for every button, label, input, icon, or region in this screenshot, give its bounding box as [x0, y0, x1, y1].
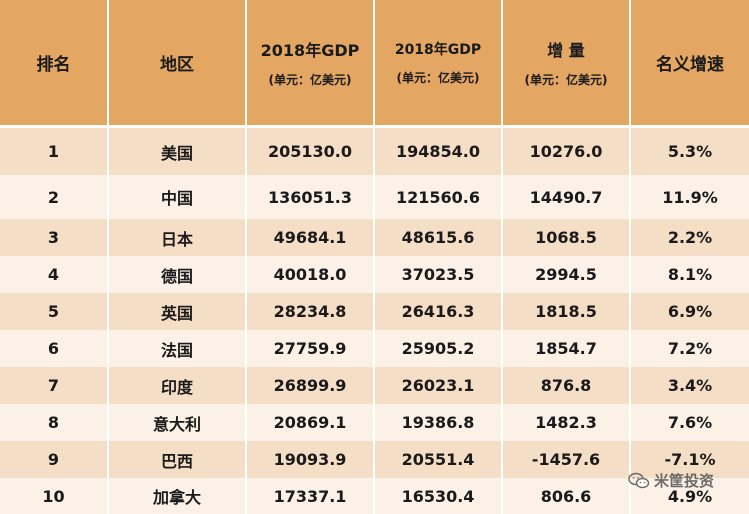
cell-growth: 2.2% — [630, 219, 749, 256]
cell-increase: 1482.3 — [502, 404, 630, 441]
cell-rank: 7 — [0, 367, 108, 404]
cell-growth: 11.9% — [630, 175, 749, 219]
header-region: 地区 — [108, 0, 246, 127]
header-row: 排名 地区 2018年GDP (单元：亿美元) 2018年GDP (单元：亿美元… — [0, 0, 749, 127]
cell-gdp-a: 136051.3 — [246, 175, 374, 219]
header-gdp-2018-a-unit: (单元：亿美元) — [247, 71, 373, 88]
header-increase: 增 量 (单元：亿美元) — [502, 0, 630, 127]
cell-region: 日本 — [108, 219, 246, 256]
header-gdp-2018-a: 2018年GDP (单元：亿美元) — [246, 0, 374, 127]
cell-gdp-a: 49684.1 — [246, 219, 374, 256]
cell-rank: 8 — [0, 404, 108, 441]
header-region-label: 地区 — [160, 55, 194, 75]
cell-increase: 14490.7 — [502, 175, 630, 219]
cell-region: 英国 — [108, 293, 246, 330]
cell-gdp-a: 28234.8 — [246, 293, 374, 330]
cell-region: 法国 — [108, 330, 246, 367]
cell-increase: 1854.7 — [502, 330, 630, 367]
cell-growth: 4.9% — [630, 478, 749, 514]
cell-gdp-b: 48615.6 — [374, 219, 502, 256]
cell-rank: 5 — [0, 293, 108, 330]
cell-increase: 10276.0 — [502, 127, 630, 176]
cell-region: 意大利 — [108, 404, 246, 441]
cell-growth: 6.9% — [630, 293, 749, 330]
cell-region: 美国 — [108, 127, 246, 176]
table-header: 排名 地区 2018年GDP (单元：亿美元) 2018年GDP (单元：亿美元… — [0, 0, 749, 127]
header-gdp-2018-b-unit: (单元：亿美元) — [375, 69, 501, 86]
header-gdp-2018-b: 2018年GDP (单元：亿美元) — [374, 0, 502, 127]
cell-growth: 8.1% — [630, 256, 749, 293]
cell-increase: 1068.5 — [502, 219, 630, 256]
cell-gdp-a: 17337.1 — [246, 478, 374, 514]
cell-rank: 9 — [0, 441, 108, 478]
cell-gdp-a: 20869.1 — [246, 404, 374, 441]
cell-growth: 5.3% — [630, 127, 749, 176]
cell-rank: 3 — [0, 219, 108, 256]
cell-gdp-b: 25905.2 — [374, 330, 502, 367]
header-gdp-2018-a-label: 2018年GDP — [247, 37, 373, 61]
header-gdp-2018-b-label: 2018年GDP — [375, 39, 501, 59]
cell-gdp-a: 40018.0 — [246, 256, 374, 293]
cell-region: 中国 — [108, 175, 246, 219]
cell-gdp-b: 19386.8 — [374, 404, 502, 441]
header-growth: 名义增速 — [630, 0, 749, 127]
cell-increase: 806.6 — [502, 478, 630, 514]
cell-growth: -7.1% — [630, 441, 749, 478]
cell-rank: 4 — [0, 256, 108, 293]
header-growth-label: 名义增速 — [656, 55, 724, 75]
cell-growth: 3.4% — [630, 367, 749, 404]
cell-increase: -1457.6 — [502, 441, 630, 478]
cell-increase: 876.8 — [502, 367, 630, 404]
cell-growth: 7.6% — [630, 404, 749, 441]
cell-region: 巴西 — [108, 441, 246, 478]
cell-region: 加拿大 — [108, 478, 246, 514]
cell-gdp-a: 19093.9 — [246, 441, 374, 478]
cell-gdp-b: 26416.3 — [374, 293, 502, 330]
cell-gdp-b: 37023.5 — [374, 256, 502, 293]
cell-increase: 1818.5 — [502, 293, 630, 330]
cell-rank: 2 — [0, 175, 108, 219]
cell-gdp-a: 26899.9 — [246, 367, 374, 404]
cell-region: 印度 — [108, 367, 246, 404]
header-rank: 排名 — [0, 0, 108, 127]
cell-gdp-b: 26023.1 — [374, 367, 502, 404]
cell-rank: 10 — [0, 478, 108, 514]
cell-gdp-a: 27759.9 — [246, 330, 374, 367]
cell-gdp-b: 20551.4 — [374, 441, 502, 478]
cell-gdp-b: 16530.4 — [374, 478, 502, 514]
header-increase-unit: (单元：亿美元) — [503, 71, 629, 88]
cell-growth: 7.2% — [630, 330, 749, 367]
cell-gdp-b: 194854.0 — [374, 127, 502, 176]
cell-gdp-a: 205130.0 — [246, 127, 374, 176]
cell-rank: 1 — [0, 127, 108, 176]
cell-gdp-b: 121560.6 — [374, 175, 502, 219]
header-increase-label: 增 量 — [503, 37, 629, 61]
cell-increase: 2994.5 — [502, 256, 630, 293]
cell-rank: 6 — [0, 330, 108, 367]
header-rank-label: 排名 — [37, 55, 71, 75]
cell-region: 德国 — [108, 256, 246, 293]
